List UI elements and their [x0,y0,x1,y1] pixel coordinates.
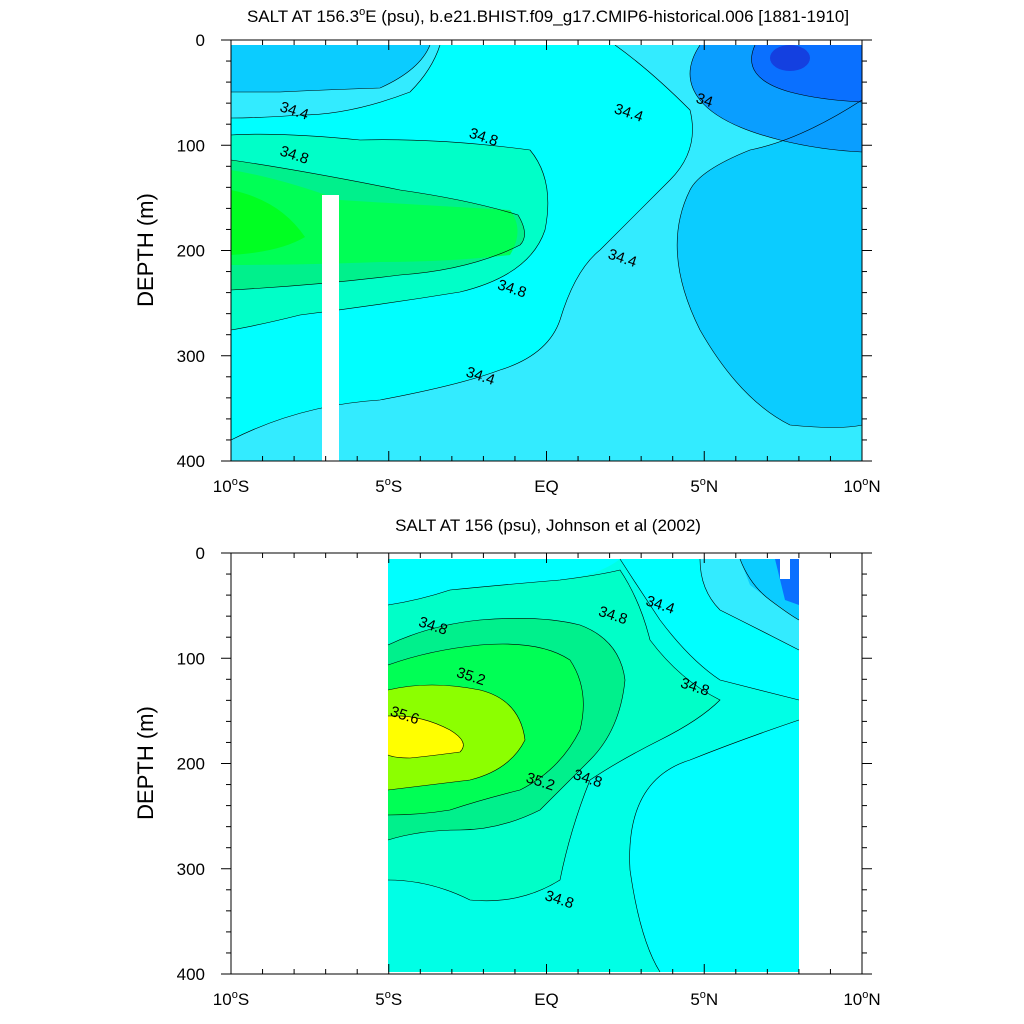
contour-line [230,44,693,441]
x-tick-label: EQ [534,990,559,1009]
salinity-band-35.4 [231,190,305,255]
x-tick-label: 5oN [690,989,718,1009]
contour-line [619,558,800,701]
x-tick-label: 10oN [843,476,880,496]
x-tick-label: 10oS [213,476,249,496]
panel-top-axes: 10oS 5oS EQ 5oN 10oN 0 100 200 300 400 [177,31,881,496]
contour-lines [387,558,800,973]
panel-bottom: SALT AT 156 (psu), Johnson et al (2002) [133,516,881,1009]
panel-bottom-title: SALT AT 156 (psu), Johnson et al (2002) [395,516,701,535]
contour-line [230,44,441,119]
x-tick-label: 10oN [843,989,880,1009]
salinity-band-34.2-east [677,100,862,428]
salinity-band-35.6 [388,715,464,758]
x-tick-label: 5oN [690,476,718,496]
contour-lines [230,44,863,441]
contour-line [387,684,526,791]
y-tick-label: 0 [196,31,205,50]
contour-line [751,44,863,103]
y-tick-label: 400 [177,452,205,471]
x-tick-label: 10oS [213,989,249,1009]
contour-line [387,618,626,841]
contour-line [230,133,549,331]
contour-line [231,44,431,93]
y-tick-label: 300 [177,347,205,366]
contour-line [387,569,721,902]
salinity-band-34.4-east [620,559,799,972]
panel-bottom-plot-area: 34.8 34.8 34.435.235.635.2 34.834.834.8 [387,558,800,973]
contour-line [699,558,800,651]
y-tick-label: 200 [177,755,205,774]
y-tick-label: 400 [177,965,205,984]
contour-line [387,715,464,759]
salinity-band-34.4-surface [388,559,620,605]
panel-top-title: SALT AT 156.3oE (psu), b.e21.BHIST.f09_g… [247,6,849,26]
x-tick-label: 5oS [375,989,402,1009]
y-tick-label: 100 [177,136,205,155]
x-tick-label: 5oS [375,476,402,496]
panel-bottom-ylabel: DEPTH (m) [133,706,158,820]
contour-line [230,159,525,291]
contour-line [629,719,800,973]
contour-line [387,643,584,816]
salinity-band-34.2-west [231,45,430,92]
salinity-band-33.6 [770,45,810,71]
y-tick-label: 0 [196,544,205,563]
contour-line [676,99,863,428]
panel-bottom-axes: 10oS 5oS EQ 5oN 10oN 0 100 200 300 400 [177,544,881,1009]
panel-top: SALT AT 156.3oE (psu), b.e21.BHIST.f09_g… [133,6,881,496]
x-tick-label: EQ [534,477,559,496]
y-tick-label: 200 [177,242,205,261]
y-tick-label: 300 [177,860,205,879]
salinity-band-35.2 [231,170,518,265]
contour-label: 34 [694,90,715,111]
y-tick-label: 100 [177,649,205,668]
panel-top-ylabel: DEPTH (m) [133,193,158,307]
missing-data-column [322,195,339,461]
contour-line [689,44,863,153]
contour-line [739,558,800,621]
salinity-band-34.4-east [231,45,862,461]
missing-data-column [780,559,790,579]
